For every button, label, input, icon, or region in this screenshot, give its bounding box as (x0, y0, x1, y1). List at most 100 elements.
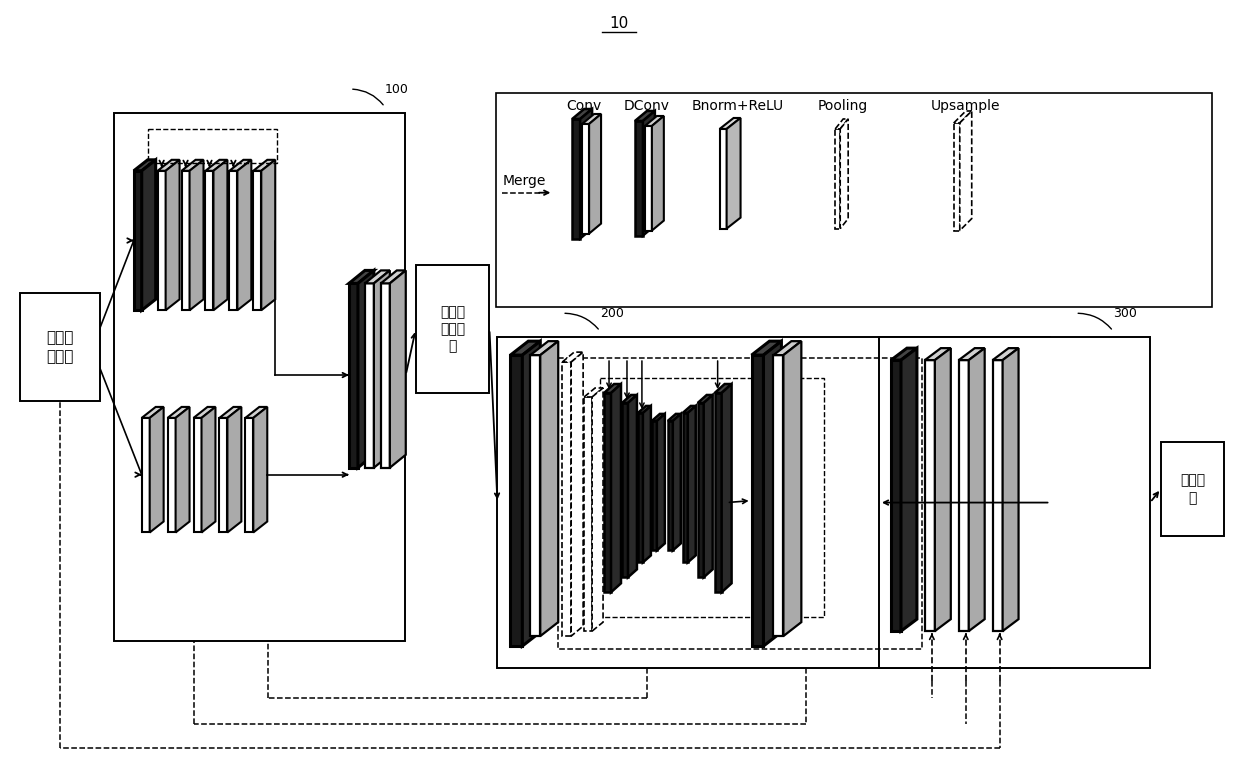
Polygon shape (134, 160, 156, 171)
Text: Upsample: Upsample (930, 99, 1001, 113)
Polygon shape (643, 111, 655, 235)
Polygon shape (673, 414, 680, 550)
Text: 200: 200 (600, 307, 624, 320)
Polygon shape (720, 118, 741, 129)
Polygon shape (563, 352, 584, 362)
Polygon shape (668, 414, 680, 421)
Polygon shape (582, 124, 589, 234)
Polygon shape (530, 355, 540, 636)
Polygon shape (193, 418, 202, 533)
Polygon shape (366, 270, 390, 283)
Polygon shape (835, 119, 849, 129)
Polygon shape (698, 403, 704, 577)
Polygon shape (891, 348, 917, 360)
Polygon shape (835, 129, 840, 229)
Polygon shape (219, 418, 228, 533)
Polygon shape (646, 116, 664, 126)
Polygon shape (213, 160, 228, 310)
Polygon shape (228, 407, 242, 533)
Polygon shape (683, 406, 696, 413)
Polygon shape (229, 160, 252, 171)
Bar (20, 293, 100, 401)
Polygon shape (720, 129, 726, 229)
Polygon shape (245, 407, 268, 418)
Polygon shape (924, 348, 950, 360)
Polygon shape (202, 407, 216, 533)
Bar (497, 93, 1212, 307)
Text: 模糊图
像特征
图: 模糊图 像特征 图 (440, 305, 465, 354)
Polygon shape (141, 418, 150, 533)
Polygon shape (166, 160, 180, 310)
Polygon shape (349, 283, 358, 468)
Polygon shape (783, 341, 802, 636)
Polygon shape (622, 395, 637, 403)
Polygon shape (349, 270, 374, 283)
Polygon shape (366, 283, 374, 468)
Polygon shape (605, 384, 621, 393)
Polygon shape (150, 407, 164, 533)
Polygon shape (891, 360, 901, 631)
Polygon shape (622, 403, 628, 577)
Polygon shape (605, 393, 611, 592)
Polygon shape (752, 355, 763, 646)
Polygon shape (540, 341, 559, 636)
Polygon shape (580, 109, 592, 239)
Polygon shape (176, 407, 190, 533)
Text: Conv: Conv (566, 99, 602, 113)
Polygon shape (510, 341, 540, 355)
Polygon shape (634, 121, 643, 235)
Bar (114, 113, 405, 641)
Polygon shape (157, 160, 180, 171)
Polygon shape (752, 341, 782, 355)
Polygon shape (358, 270, 374, 468)
Polygon shape (141, 160, 156, 310)
Polygon shape (253, 160, 275, 171)
Polygon shape (959, 348, 985, 360)
Polygon shape (374, 270, 390, 468)
Polygon shape (582, 114, 601, 124)
Polygon shape (206, 171, 213, 310)
Polygon shape (611, 384, 621, 592)
Bar (878, 337, 1150, 668)
Polygon shape (992, 348, 1018, 360)
Text: 清晰图
像: 清晰图 像 (1180, 473, 1206, 505)
Polygon shape (589, 114, 601, 234)
Polygon shape (657, 414, 665, 550)
Polygon shape (229, 171, 238, 310)
Polygon shape (683, 413, 688, 562)
Bar (1161, 442, 1224, 537)
Polygon shape (238, 160, 252, 310)
Polygon shape (715, 393, 721, 592)
Polygon shape (190, 160, 203, 310)
Polygon shape (390, 270, 405, 468)
Polygon shape (380, 283, 390, 468)
Polygon shape (380, 270, 405, 283)
Polygon shape (167, 418, 176, 533)
Polygon shape (193, 407, 216, 418)
Polygon shape (584, 397, 592, 631)
Polygon shape (773, 341, 802, 355)
Polygon shape (935, 348, 950, 631)
Polygon shape (253, 407, 268, 533)
Polygon shape (954, 111, 971, 123)
Polygon shape (592, 388, 603, 631)
Polygon shape (652, 116, 664, 231)
Polygon shape (652, 414, 665, 421)
Polygon shape (638, 406, 650, 413)
Polygon shape (261, 160, 275, 310)
Polygon shape (510, 355, 523, 646)
Polygon shape (646, 126, 652, 231)
Polygon shape (182, 160, 203, 171)
Polygon shape (563, 362, 571, 636)
Polygon shape (206, 160, 228, 171)
Bar (416, 266, 489, 393)
Bar (497, 337, 1051, 668)
Polygon shape (969, 348, 985, 631)
Polygon shape (652, 421, 657, 550)
Polygon shape (157, 171, 166, 310)
Polygon shape (704, 395, 712, 577)
Text: Merge: Merge (503, 174, 546, 188)
Polygon shape (959, 360, 969, 631)
Polygon shape (763, 341, 782, 646)
Text: Pooling: Pooling (818, 99, 869, 113)
